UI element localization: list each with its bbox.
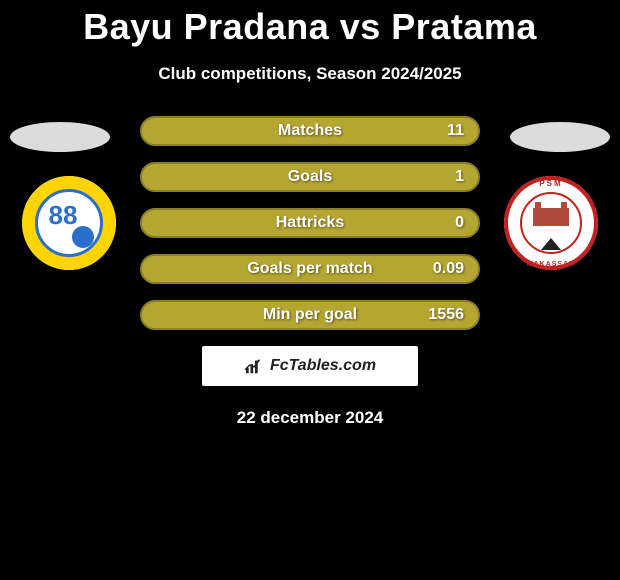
stat-label: Min per goal	[263, 302, 357, 328]
stat-value: 0	[455, 210, 464, 236]
stat-label: Goals	[288, 164, 332, 190]
stat-row-hattricks: Hattricks 0	[140, 208, 480, 238]
stat-row-goals: Goals 1	[140, 162, 480, 192]
footer-date: 22 december 2024	[0, 408, 620, 428]
page-subtitle: Club competitions, Season 2024/2025	[0, 64, 620, 84]
crest-psm	[504, 176, 598, 270]
crest-barito: 88	[22, 176, 116, 270]
page-title: Bayu Pradana vs Pratama	[0, 0, 620, 48]
value-oval-right	[510, 122, 610, 152]
stat-value: 0.09	[433, 256, 464, 282]
stat-row-goals-per-match: Goals per match 0.09	[140, 254, 480, 284]
boat-icon	[541, 238, 561, 250]
value-oval-left	[10, 122, 110, 152]
stat-row-matches: Matches 11	[140, 116, 480, 146]
stat-value: 11	[447, 118, 464, 144]
fort-icon	[533, 208, 569, 226]
stat-value: 1	[455, 164, 464, 190]
stat-label: Goals per match	[247, 256, 372, 282]
fctables-branding: FcTables.com	[202, 346, 418, 386]
bar-chart-icon	[244, 357, 266, 375]
stat-label: Hattricks	[276, 210, 344, 236]
football-icon	[72, 226, 94, 248]
team-badge-right	[504, 176, 598, 270]
branding-text: FcTables.com	[270, 357, 376, 375]
stat-row-min-per-goal: Min per goal 1556	[140, 300, 480, 330]
stat-label: Matches	[278, 118, 342, 144]
crest-barito-number: 88	[49, 200, 78, 231]
stat-value: 1556	[428, 302, 464, 328]
team-badge-left: 88	[22, 176, 116, 270]
